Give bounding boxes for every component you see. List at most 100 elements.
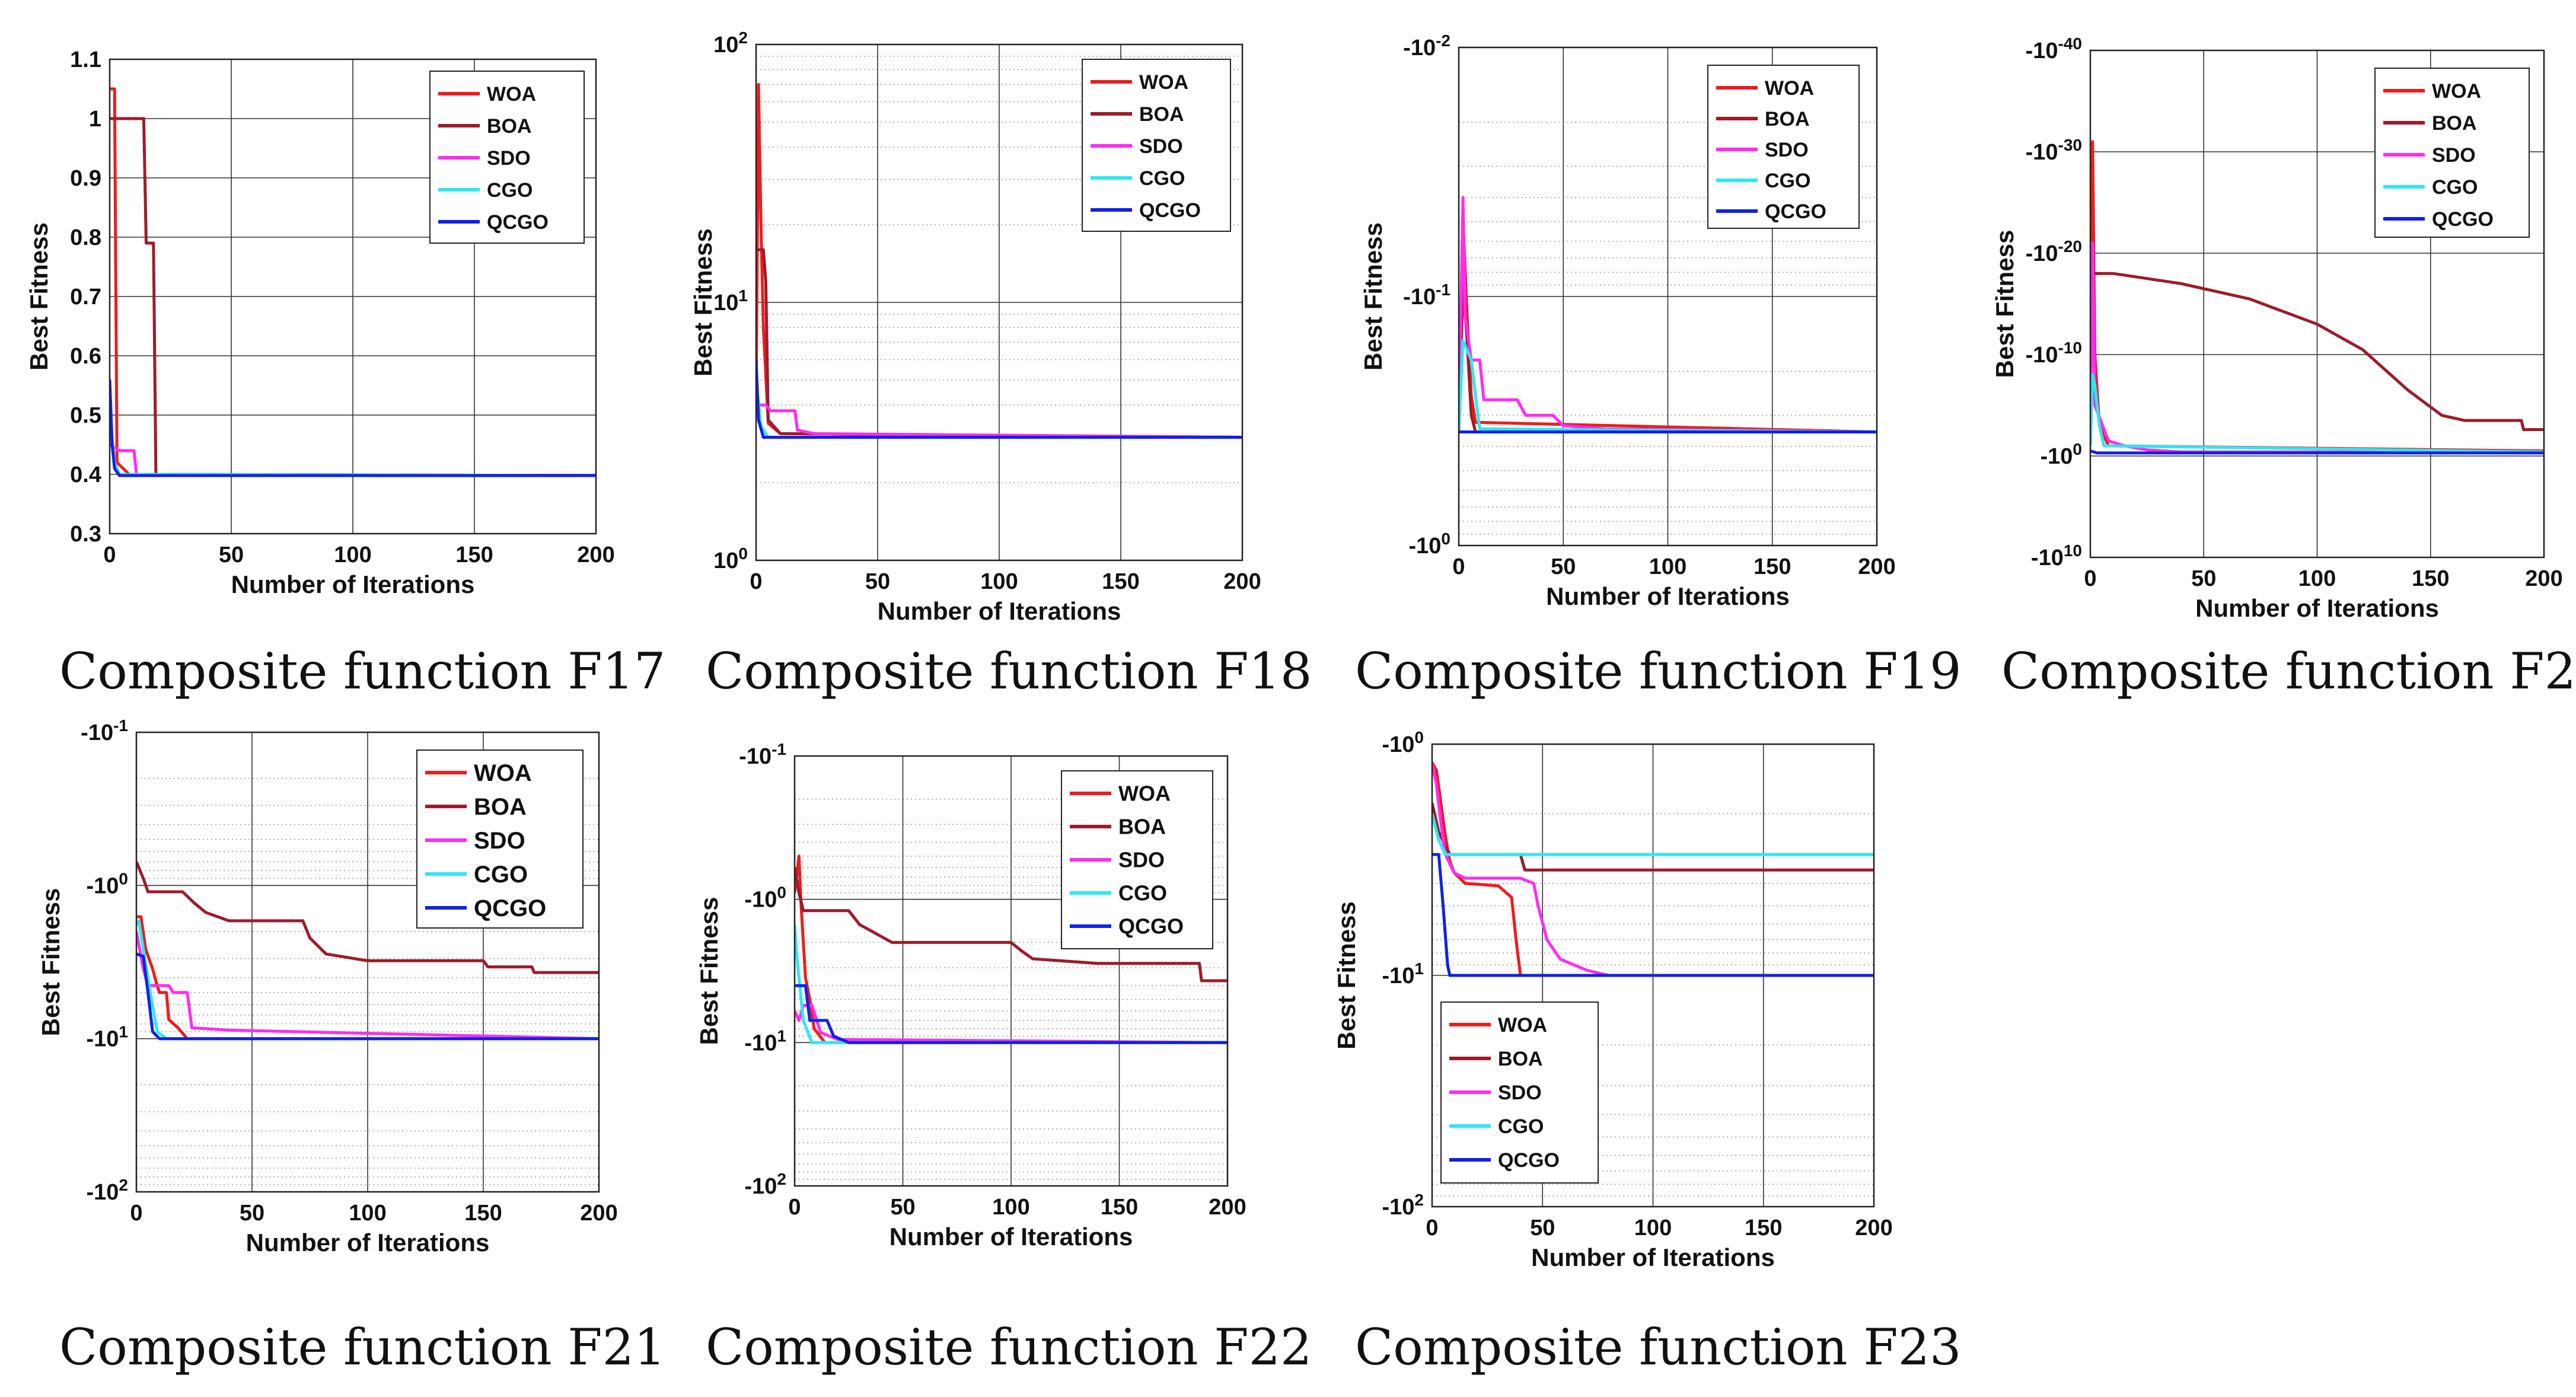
y-tick-label: 100 — [713, 544, 748, 574]
axes-frame — [755, 43, 1244, 562]
legend-label-qcgo: QCGO — [1765, 200, 1826, 223]
x-tick-label: 0 — [1426, 1216, 1438, 1240]
y-tick-label: -10-1 — [739, 740, 786, 770]
caption-f20: Composite function F20 — [2001, 642, 2576, 700]
legend-label-cgo: CGO — [487, 179, 533, 202]
tick-exponent: -10 — [2058, 339, 2082, 357]
legend-label-boa: BOA — [487, 115, 532, 138]
legend-label-cgo: CGO — [1139, 167, 1185, 190]
chart-f23: 0 50 100 150 200 -100 -101 -102 Number of Iterat… — [1332, 728, 1893, 1272]
series-line-qcgo — [110, 379, 596, 477]
legend-label-qcgo: QCGO — [1139, 199, 1201, 222]
legend-label-woa: WOA — [1765, 77, 1814, 100]
x-tick-label: 100 — [349, 1201, 386, 1226]
tick-exponent: 0 — [738, 544, 748, 563]
tick-exponent: 0 — [777, 883, 786, 901]
legend-label-sdo: SDO — [474, 828, 525, 854]
legend-label-woa: WOA — [2432, 80, 2481, 103]
y-tick-label: 0.8 — [70, 225, 101, 250]
tick-exponent: -40 — [2058, 34, 2082, 53]
legend-label-woa: WOA — [1498, 1014, 1547, 1036]
tick-exponent: 2 — [777, 1170, 786, 1188]
series-line-woa — [136, 915, 599, 1041]
legend-label-boa: BOA — [1139, 103, 1184, 126]
y-tick-label: 0.5 — [70, 403, 101, 428]
x-tick-label: 100 — [2298, 566, 2336, 591]
legend-box — [2374, 68, 2530, 238]
tick-exponent: 10 — [2064, 541, 2082, 560]
panel-f20: 0 50 100 150 200 -10-40 -10-30 -10-20 -10-10 -100… — [1939, 0, 2576, 685]
axes-frame — [135, 731, 600, 1193]
legend-label-cgo: CGO — [1498, 1115, 1544, 1138]
x-tick-label: 50 — [865, 569, 890, 594]
x-axis-label: Number of Iterations — [246, 1229, 490, 1256]
tick-exponent: -1 — [113, 716, 128, 735]
y-tick-label: -10-40 — [2026, 34, 2082, 64]
chart-f20: 0 50 100 150 200-10-40-10-30-10-20-10-10-100… — [1991, 34, 2563, 623]
x-tick-label: 100 — [992, 1195, 1029, 1220]
y-tick-label: -101 — [1382, 959, 1424, 989]
caption-f18: Composite function F18 — [706, 642, 1312, 700]
y-tick-label: -102 — [1382, 1191, 1424, 1220]
y-axis-label: Best Fitness — [695, 897, 723, 1045]
tick-exponent: -1 — [771, 740, 786, 758]
series-group — [756, 82, 1242, 439]
tick-exponent: -20 — [2058, 237, 2082, 256]
y-tick-label: 102 — [713, 28, 748, 58]
legend-label-sdo: SDO — [1498, 1082, 1542, 1104]
x-tick-label: 50 — [2191, 566, 2216, 591]
legend-label-sdo: SDO — [2432, 144, 2476, 167]
caption-f21: Composite function F21 — [59, 1318, 666, 1376]
panel-f17: 0 50 100 150 200 0.3 0.4 0.5 0.6 0.7 0.8 0.9 1 1.1 Num… — [0, 0, 635, 685]
y-tick-label: 0.7 — [70, 285, 101, 310]
x-tick-label: 0 — [2084, 566, 2096, 591]
series-line-cgo — [1459, 339, 1877, 433]
x-axis-label: Number of Iterations — [890, 1223, 1133, 1251]
x-tick-label: 100 — [1649, 554, 1686, 579]
x-tick-label: 0 — [1452, 554, 1465, 579]
series-line-woa — [1432, 761, 1874, 977]
x-axis-label: Number of Iterations — [878, 597, 1121, 625]
panel-f21: 0 50 100 150 200 -10-1 -100 -101 -102 Number of I… — [0, 700, 635, 1296]
legend-label-sdo: SDO — [487, 147, 531, 170]
x-tick-label: 150 — [1745, 1216, 1782, 1240]
x-tick-label: 200 — [1858, 554, 1895, 579]
series-line-boa — [2090, 272, 2544, 431]
y-tick-label: -102 — [745, 1170, 787, 1200]
y-tick-label: -10-20 — [2026, 237, 2082, 267]
legend-label-sdo: SDO — [1118, 848, 1165, 872]
tick-exponent: -30 — [2058, 136, 2082, 154]
series-group — [1459, 196, 1877, 433]
x-tick-label: 200 — [2525, 566, 2562, 591]
y-axis-label: Best Fitness — [689, 228, 717, 377]
series-group — [136, 861, 599, 1041]
y-tick-label: 0.6 — [70, 344, 101, 369]
y-tick-label: -10-1 — [81, 716, 128, 746]
x-axis-label: Number of Iterations — [2195, 594, 2439, 622]
x-axis-label: Number of Iterations — [1546, 582, 1790, 610]
legend-label-boa: BOA — [474, 794, 527, 820]
tick-exponent: 2 — [738, 28, 748, 47]
x-axis-label: Number of Iterations — [1531, 1243, 1775, 1271]
x-tick-label: 50 — [219, 543, 244, 567]
x-tick-label: 100 — [334, 543, 371, 567]
axes-frame — [1458, 46, 1878, 547]
y-tick-label: -1010 — [2031, 541, 2082, 571]
legend-label-qcgo: QCGO — [1498, 1149, 1560, 1172]
x-tick-label: 50 — [890, 1195, 915, 1220]
legend-label-boa: BOA — [2432, 112, 2477, 135]
y-tick-label: -10-30 — [2026, 136, 2082, 165]
y-tick-label: -10-1 — [1403, 280, 1450, 310]
series-line-boa — [795, 867, 1228, 983]
x-tick-label: 200 — [1223, 569, 1261, 594]
y-tick-label: -100 — [87, 869, 129, 899]
y-axis-label: Best Fitness — [25, 222, 53, 371]
y-axis-label: Best Fitness — [1359, 222, 1387, 371]
legend-label-boa: BOA — [1118, 815, 1166, 839]
legend-label-woa: WOA — [474, 760, 532, 786]
panel-f22: 0 50 100 150 200 -10-1 -100 -101 -102 Number of I… — [646, 700, 1281, 1296]
series-line-qcgo — [136, 952, 599, 1041]
